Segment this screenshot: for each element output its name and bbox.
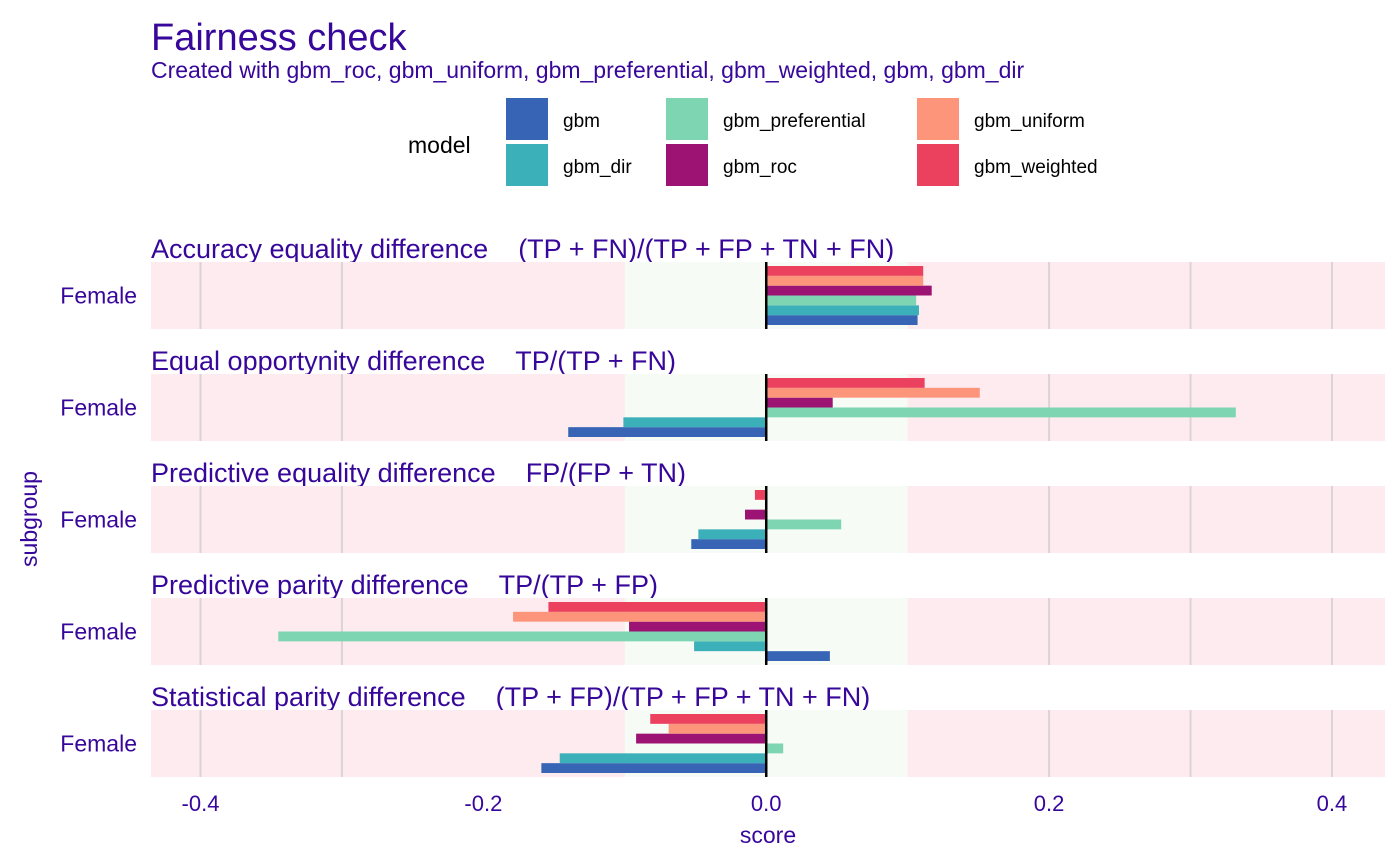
bar-gbm_weighted (766, 378, 925, 388)
bar-gbm (541, 763, 767, 773)
facet-panels: Accuracy equality difference (TP + FN)/(T… (60, 234, 1385, 777)
panel-formula: (TP + FP)/(TP + FP + TN + FN) (496, 682, 871, 712)
bar-gbm_weighted (548, 602, 767, 612)
panel-formula: TP/(TP + FN) (515, 346, 676, 376)
legend-swatch-gbm_dir (506, 144, 548, 186)
x-tick-label: -0.4 (182, 791, 220, 816)
bar-gbm_uniform (766, 387, 980, 398)
facet-panel: Predictive parity difference TP/(TP + FP)… (60, 570, 1385, 665)
legend-swatch-gbm (506, 98, 548, 140)
legend-label-gbm_uniform: gbm_uniform (974, 111, 1085, 132)
bar-gbm_roc (745, 509, 767, 520)
bar-gbm (691, 539, 767, 549)
legend-swatch-gbm_uniform (917, 98, 959, 140)
bar-gbm_dir (559, 753, 767, 764)
panel-metric: Accuracy equality difference (151, 234, 488, 264)
bar-gbm (568, 427, 767, 437)
bar-gbm_preferential (766, 743, 784, 754)
panel-metric: Statistical parity difference (151, 682, 466, 712)
x-axis: -0.4 -0.2 0.0 0.2 0.4 (182, 791, 1348, 816)
bar-gbm (766, 315, 918, 325)
bar-gbm_dir (694, 641, 767, 652)
bar-gbm (766, 651, 830, 661)
panel-formula: TP/(TP + FP) (499, 570, 658, 600)
bar-gbm_preferential (766, 519, 842, 530)
legend-label-gbm_weighted: gbm_weighted (974, 157, 1098, 178)
bar-gbm_preferential (278, 631, 767, 642)
subgroup-label: Female (60, 619, 137, 645)
bar-gbm_preferential (766, 407, 1236, 418)
bar-gbm_weighted (754, 490, 767, 500)
legend-title: model (408, 132, 471, 158)
panel-metric: Predictive equality difference (151, 458, 496, 488)
legend-label-gbm_preferential: gbm_preferential (723, 111, 866, 132)
chart-subtitle: Created with gbm_roc, gbm_uniform, gbm_p… (151, 57, 1024, 83)
legend-label-gbm_roc: gbm_roc (723, 157, 797, 178)
panel-metric: Equal opportynity difference (151, 346, 485, 376)
x-tick-label: -0.2 (464, 791, 502, 816)
facet-panel: Predictive equality difference FP/(FP + T… (60, 458, 1385, 553)
x-tick-label: 0.0 (751, 791, 782, 816)
subgroup-label: Female (60, 507, 137, 533)
panel-title: Accuracy equality difference (TP + FN)/(T… (151, 234, 894, 264)
bar-gbm_roc (636, 733, 767, 744)
facet-panel: Accuracy equality difference (TP + FN)/(T… (60, 234, 1385, 329)
panel-title: Predictive parity difference TP/(TP + FP) (151, 570, 658, 600)
subgroup-label: Female (60, 395, 137, 421)
panel-title: Statistical parity difference (TP + FP)/(… (151, 682, 870, 712)
x-tick-label: 0.4 (1317, 791, 1348, 816)
facet-panel: Equal opportynity difference TP/(TP + FN)… (60, 346, 1385, 441)
bar-gbm_uniform (668, 723, 767, 734)
panel-formula: (TP + FN)/(TP + FP + TN + FN) (518, 234, 894, 264)
legend-swatch-gbm_weighted (917, 144, 959, 186)
legend-label-gbm_dir: gbm_dir (563, 157, 632, 178)
legend-swatch-gbm_preferential (666, 98, 708, 140)
bar-gbm_dir (623, 417, 767, 428)
panel-title: Equal opportynity difference TP/(TP + FN) (151, 346, 676, 376)
bar-gbm_preferential (766, 295, 917, 306)
x-tick-label: 0.2 (1034, 791, 1065, 816)
x-axis-label: score (740, 822, 796, 848)
chart-title: Fairness check (151, 17, 408, 59)
bar-gbm_uniform (766, 275, 924, 286)
subgroup-label: Female (60, 731, 137, 757)
bar-gbm_roc (629, 621, 767, 632)
legend: model gbm gbm_dir gbm_preferential gbm_roc g… (408, 98, 1098, 186)
panel-formula: FP/(FP + TN) (526, 458, 686, 488)
bar-gbm_roc (766, 285, 932, 296)
bar-gbm_uniform (513, 611, 767, 622)
subgroup-label: Female (60, 283, 137, 309)
bar-gbm_roc (766, 397, 833, 408)
bar-gbm_weighted (650, 714, 767, 724)
panel-title: Predictive equality difference FP/(FP + T… (151, 458, 686, 488)
legend-swatch-gbm_roc (666, 144, 708, 186)
panel-metric: Predictive parity difference (151, 570, 469, 600)
facet-panel: Statistical parity difference (TP + FP)/(… (60, 682, 1385, 777)
legend-label-gbm: gbm (563, 111, 600, 132)
y-axis-label: subgroup (16, 471, 42, 567)
bar-gbm_dir (698, 529, 767, 540)
bar-gbm_weighted (766, 266, 924, 276)
bar-gbm_dir (766, 305, 919, 316)
